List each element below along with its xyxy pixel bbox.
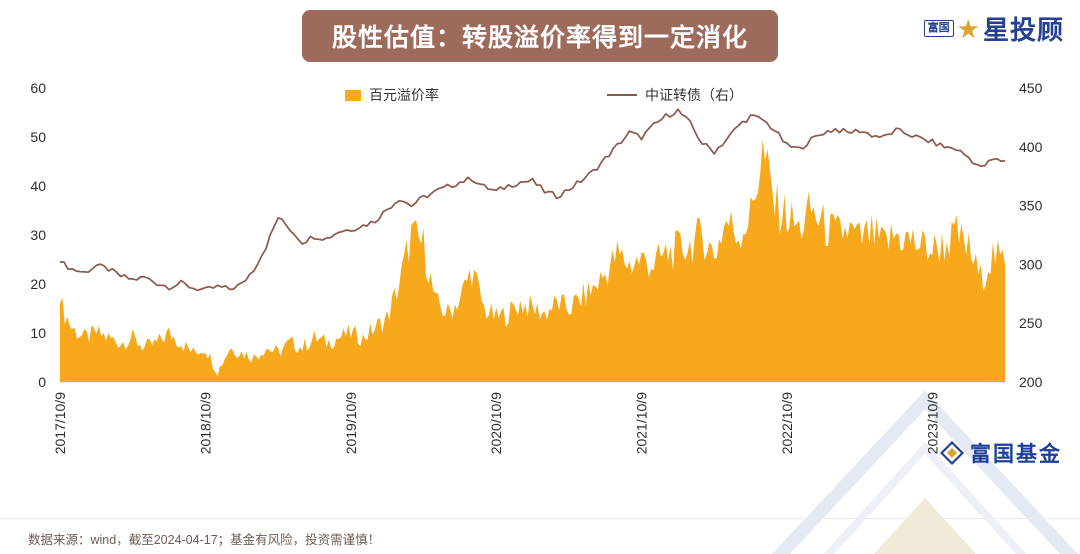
fund-logo-icon (940, 441, 964, 465)
brand-box-label: 富国 (923, 20, 954, 37)
svg-text:10: 10 (30, 325, 46, 341)
svg-text:40: 40 (30, 178, 46, 194)
svg-text:30: 30 (30, 227, 46, 243)
svg-text:2018/10/9: 2018/10/9 (197, 392, 213, 454)
svg-text:50: 50 (30, 129, 46, 145)
svg-text:2023/10/9: 2023/10/9 (924, 392, 940, 454)
svg-text:2020/10/9: 2020/10/9 (488, 392, 504, 454)
svg-text:2022/10/9: 2022/10/9 (779, 392, 795, 454)
legend-item-index: 中证转债（右） (607, 85, 743, 105)
legend-index-swatch (607, 94, 637, 96)
corner-logo-text: 富国基金 (970, 443, 1062, 466)
svg-text:250: 250 (1019, 315, 1043, 331)
svg-text:450: 450 (1019, 80, 1043, 96)
svg-text:300: 300 (1019, 256, 1043, 272)
legend-item-premium: 百元溢价率 (345, 85, 439, 105)
svg-text:2019/10/9: 2019/10/9 (343, 392, 359, 454)
svg-text:2017/10/9: 2017/10/9 (52, 392, 68, 454)
legend-index-label: 中证转债（右） (645, 87, 743, 103)
legend-premium-swatch (345, 89, 361, 101)
star-icon: ★ (956, 13, 980, 44)
watermark (770, 390, 1080, 554)
svg-text:350: 350 (1019, 198, 1043, 214)
svg-text:0: 0 (38, 374, 46, 390)
footer-source-note: 数据来源：wind，截至2024-04-17；基金有风险，投资需谨慎！ (28, 533, 381, 547)
svg-text:60: 60 (30, 80, 46, 96)
svg-text:20: 20 (30, 276, 46, 292)
legend-premium-label: 百元溢价率 (369, 87, 439, 103)
page-title: 股性估值：转股溢价率得到一定消化 (301, 10, 779, 62)
svg-text:200: 200 (1019, 374, 1043, 390)
svg-text:400: 400 (1019, 139, 1043, 155)
corner-logo: 富国基金 (940, 438, 1062, 468)
footer-separator (0, 518, 1080, 519)
watermark-diamond-icon (772, 390, 1078, 554)
brand-logo: 富国 ★ 星投顾 (923, 10, 1064, 47)
brand-name: 星投顾 (982, 15, 1064, 45)
svg-text:2021/10/9: 2021/10/9 (634, 392, 650, 454)
